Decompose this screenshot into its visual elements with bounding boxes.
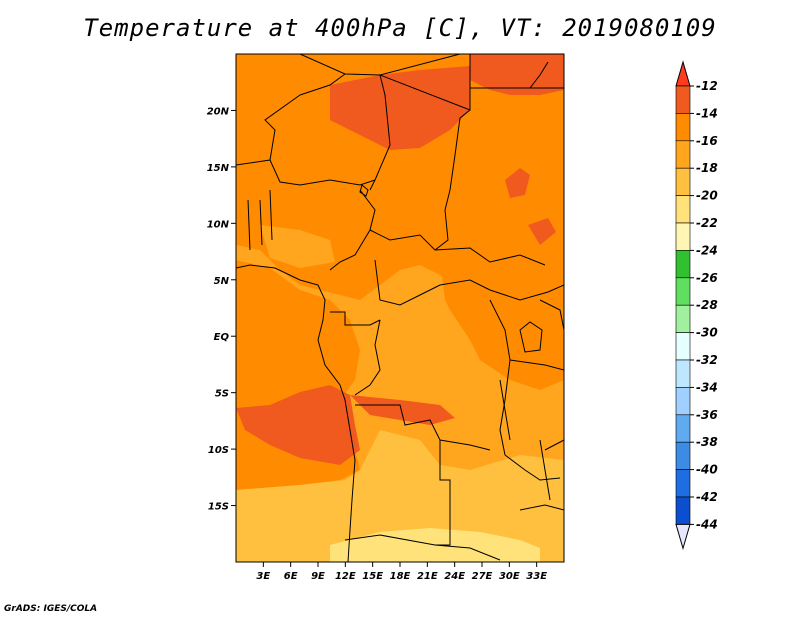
lon-tick-label: 3E bbox=[256, 571, 270, 582]
lat-tick-label: 5S bbox=[215, 389, 229, 400]
field-band-12-north bbox=[330, 66, 470, 150]
colorbar-swatch bbox=[675, 441, 691, 470]
border-sudan-south-sudan bbox=[434, 247, 546, 266]
colorbar-label: -18 bbox=[696, 161, 718, 175]
border-tanzania bbox=[509, 359, 564, 451]
latitude-axis: 20N 15N 10N 5N EQ 5S 10S 15S bbox=[207, 106, 236, 513]
border-zambia-malawi bbox=[504, 454, 564, 511]
border-nigeria-cameroon bbox=[329, 189, 376, 271]
colorbar-label: -12 bbox=[696, 79, 718, 93]
longitude-axis: 3E 6E 9E 12E 15E 18E 21E 24E 27E 30E 33E bbox=[256, 562, 547, 582]
colorbar-swatch bbox=[675, 195, 691, 224]
colorbar-swatch bbox=[675, 304, 691, 333]
country-borders bbox=[236, 54, 564, 561]
colorbar-label: -14 bbox=[696, 106, 718, 120]
lat-tick-label: EQ bbox=[214, 332, 230, 343]
colorbar-label: -44 bbox=[696, 517, 718, 531]
border-drc-east bbox=[489, 299, 511, 456]
field-patch-12-ne bbox=[505, 168, 530, 198]
lon-tick-label: 33E bbox=[526, 571, 547, 582]
border-benin-togo bbox=[247, 189, 273, 251]
border-uganda-kenya bbox=[539, 299, 564, 331]
colorbar: -12 -14 -16 -18 -20 -22 -24 -26 -28 -30 -32 -34 -36 -… bbox=[675, 60, 718, 551]
lon-tick-label: 27E bbox=[472, 571, 493, 582]
border-south-sudan-east bbox=[489, 284, 564, 301]
colorbar-swatch bbox=[675, 277, 691, 306]
colorbar-swatch bbox=[675, 332, 691, 361]
colorbar-label: -32 bbox=[696, 353, 718, 367]
border-niger-chad bbox=[369, 74, 391, 191]
field-band-14-west bbox=[236, 260, 360, 410]
lat-tick-label: 15N bbox=[207, 163, 230, 174]
lake-malawi bbox=[539, 439, 551, 501]
lat-tick-label: 15S bbox=[208, 502, 229, 513]
lon-tick-label: 30E bbox=[499, 571, 520, 582]
colorbar-swatch bbox=[675, 250, 691, 279]
coastline-red-sea bbox=[529, 61, 549, 89]
border-angola-zambia bbox=[435, 440, 451, 546]
border-car-south bbox=[374, 259, 491, 306]
lat-tick-label: 10S bbox=[208, 445, 229, 456]
border-congo-drc bbox=[354, 319, 381, 396]
lon-tick-label: 15E bbox=[362, 571, 383, 582]
coastline bbox=[236, 61, 551, 562]
colorbar-label: -38 bbox=[696, 435, 718, 449]
lake-chad bbox=[359, 184, 369, 197]
field-band-16-south bbox=[236, 430, 564, 562]
lat-tick-label: 10N bbox=[207, 219, 230, 230]
colorbar-label: -42 bbox=[696, 490, 718, 504]
lat-tick-label: 20N bbox=[207, 106, 230, 117]
border-mali-niger bbox=[299, 73, 346, 96]
lon-tick-label: 18E bbox=[390, 571, 411, 582]
colorbar-label: -28 bbox=[696, 298, 718, 312]
colorbar-swatch bbox=[675, 414, 691, 443]
colorbar-swatch bbox=[675, 359, 691, 388]
colorbar-label: -24 bbox=[696, 243, 718, 257]
colorbar-bottom-arrow bbox=[675, 523, 691, 551]
colorbar-label: -36 bbox=[696, 408, 718, 422]
colorbar-top-arrow bbox=[675, 60, 691, 87]
lon-tick-label: 12E bbox=[335, 571, 356, 582]
colorbar-swatch bbox=[675, 222, 691, 251]
field-patch-12-e bbox=[528, 218, 556, 245]
lat-tick-label: 5N bbox=[214, 276, 230, 287]
colorbar-label: -30 bbox=[696, 326, 718, 340]
colorbar-swatch bbox=[675, 496, 691, 525]
colorbar-swatch bbox=[675, 469, 691, 498]
colorbar-swatch bbox=[675, 387, 691, 416]
border-chad-car bbox=[369, 229, 436, 251]
colorbar-label: -26 bbox=[696, 271, 718, 285]
border-cameroon-gabon bbox=[330, 311, 381, 326]
lon-tick-label: 9E bbox=[311, 571, 325, 582]
lake-victoria bbox=[519, 321, 543, 353]
coastline-west-africa bbox=[236, 264, 356, 562]
colorbar-label: -22 bbox=[696, 216, 718, 230]
field-band-12-west bbox=[236, 385, 360, 465]
border-chad-sudan bbox=[434, 109, 471, 251]
field-patch-16-north bbox=[260, 225, 335, 268]
grads-credit: GrADS: IGES/COLA bbox=[4, 604, 98, 614]
colorbar-swatch bbox=[675, 140, 691, 169]
colorbar-swatch bbox=[675, 113, 691, 142]
border-niger-south bbox=[236, 94, 376, 186]
border-drc-angola bbox=[355, 404, 491, 451]
colorbar-label: -20 bbox=[696, 189, 718, 203]
colorbar-label: -34 bbox=[696, 380, 718, 394]
colorbar-label: -16 bbox=[696, 134, 718, 148]
field-band-12-central bbox=[350, 395, 455, 425]
map-title: Temperature at 400hPa [C], VT: 201908010… bbox=[83, 14, 717, 42]
lon-tick-label: 24E bbox=[444, 571, 465, 582]
lon-tick-label: 6E bbox=[284, 571, 298, 582]
colorbar-swatch bbox=[675, 167, 691, 196]
field-band-12-northeast bbox=[470, 54, 564, 95]
colorbar-label: -40 bbox=[696, 463, 718, 477]
temperature-field bbox=[236, 54, 564, 562]
border-namibia bbox=[344, 534, 501, 561]
lake-tanganyika bbox=[499, 379, 511, 441]
lon-tick-label: 21E bbox=[417, 571, 438, 582]
colorbar-swatch bbox=[675, 85, 691, 114]
